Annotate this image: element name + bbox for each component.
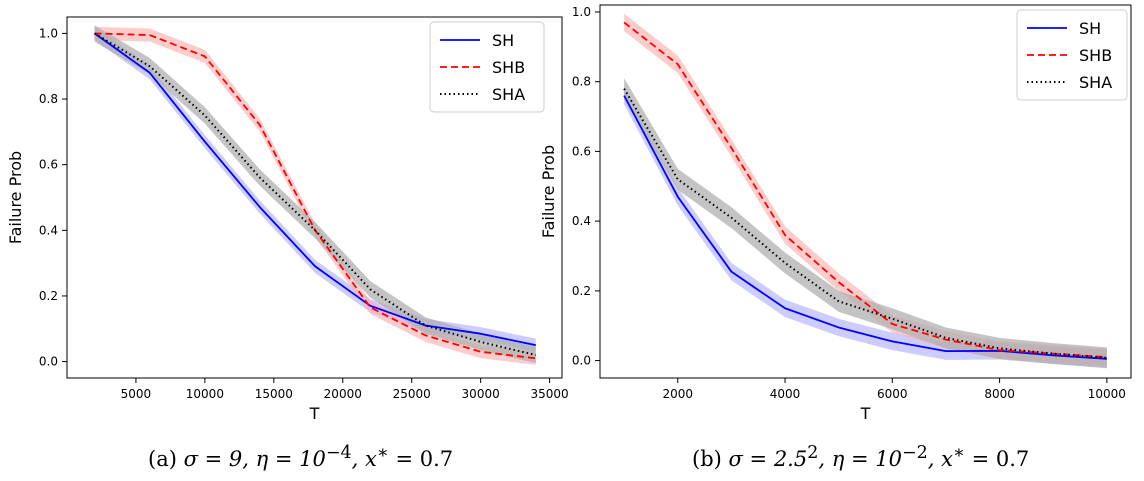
x-tick-label: 5000: [121, 387, 152, 401]
y-tick-label: 0.4: [572, 214, 591, 228]
y-tick-label: 0.6: [39, 158, 58, 172]
caption-b-star: ∗: [952, 443, 965, 463]
y-tick-label: 0.8: [39, 92, 58, 106]
x-tick-label: 8000: [984, 387, 1015, 401]
x-tick-label: 35000: [530, 387, 568, 401]
x-axis-label: T: [860, 404, 871, 420]
y-tick-label: 0.0: [39, 355, 58, 369]
caption-b-label: (b): [692, 447, 722, 471]
caption-a-label: (a): [148, 447, 177, 471]
caption-a-end: = 0.7: [388, 447, 454, 471]
caption-a-star: ∗: [376, 443, 389, 463]
x-tick-label: 10000: [186, 387, 224, 401]
caption-b-mid: , η = 10: [818, 447, 902, 471]
y-axis-label: Failure Prob: [6, 151, 25, 244]
caption-a-tail: , x: [351, 447, 377, 471]
x-tick-label: 4000: [770, 387, 801, 401]
caption-b-exp2: 2: [807, 443, 819, 463]
plot-frame: [66, 16, 563, 379]
line-shb: [623, 21, 1107, 358]
x-tick-label: 25000: [393, 387, 431, 401]
y-axis-label: Failure Prob: [539, 145, 558, 238]
legend-label-sh: SH: [492, 31, 514, 50]
y-tick-label: 0.2: [39, 289, 58, 303]
x-axis-label: T: [309, 404, 320, 420]
y-tick-label: 0.4: [39, 223, 58, 237]
y-tick-label: 1.0: [39, 26, 58, 40]
legend-label-sha: SHA: [1079, 73, 1112, 92]
line-sh: [623, 95, 1107, 360]
caption-a: (a) σ = 9, η = 10−4, x∗ = 0.7: [148, 443, 453, 471]
legend-label-shb: SHB: [1079, 46, 1112, 65]
plot-frame: [599, 4, 1132, 379]
x-tick-label: 15000: [255, 387, 293, 401]
figure: 5000 10000 15000 20000 25000 30000 35000 0.0 0.2…: [6, 4, 1132, 420]
legend-box: [1016, 9, 1128, 101]
chart-panel-b: 2000 4000 6000 8000 10000 0.0 0.2 0.4 0.6 0.8 1.0 T…: [539, 4, 1132, 420]
caption-a-exp: −4: [325, 443, 352, 463]
y-tick-label: 0.8: [572, 75, 591, 89]
caption-b-tail: , x: [927, 447, 953, 471]
x-tick-label: 2000: [662, 387, 693, 401]
x-tick-label: 30000: [462, 387, 500, 401]
y-tick-label: 1.0: [572, 5, 591, 19]
band-shb: [624, 13, 1107, 366]
band-sha: [624, 78, 1107, 369]
line-sha: [94, 32, 537, 357]
caption-b-end: = 0.7: [964, 447, 1030, 471]
y-tick-label: 0.0: [572, 354, 591, 368]
caption-b: (b) σ = 2.52, η = 10−2, x∗ = 0.7: [692, 443, 1029, 471]
y-tick-label: 0.6: [572, 144, 591, 158]
legend-label-sh: SH: [1079, 19, 1101, 38]
x-tick-label: 10000: [1088, 387, 1126, 401]
legend: SH SHB SHA: [1016, 9, 1128, 101]
x-tick-label: 6000: [877, 387, 908, 401]
line-sh: [94, 32, 536, 347]
caption-b-exp: −2: [901, 443, 928, 463]
band-sha: [94, 25, 536, 364]
legend: SH SHB SHA: [429, 21, 545, 113]
x-tick-label: 20000: [324, 387, 362, 401]
legend-box: [429, 21, 545, 113]
legend-label-sha: SHA: [492, 85, 525, 104]
caption-a-math: σ = 9, η = 10: [183, 447, 326, 471]
y-tick-label: 0.2: [572, 284, 591, 298]
legend-label-shb: SHB: [492, 58, 525, 77]
chart-panel-a: 5000 10000 15000 20000 25000 30000 35000 0.0 0.2…: [6, 16, 569, 420]
caption-b-math: σ = 2.5: [728, 447, 808, 471]
band-sh: [624, 86, 1107, 368]
